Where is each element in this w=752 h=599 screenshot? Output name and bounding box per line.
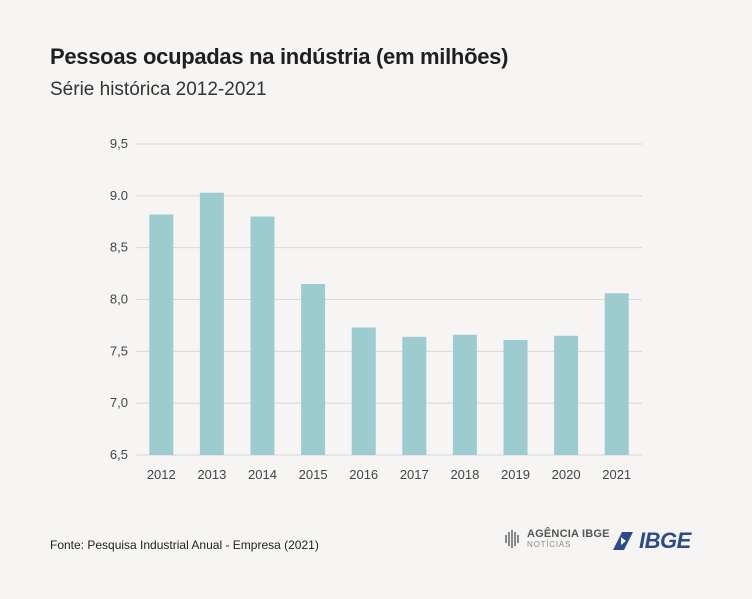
bar-2012 xyxy=(149,214,174,455)
x-tick-label: 2017 xyxy=(400,467,429,482)
y-tick-label: 6,5 xyxy=(110,447,128,462)
x-tick-label: 2016 xyxy=(349,467,378,482)
bar-2021 xyxy=(604,293,629,455)
bar-2013 xyxy=(199,192,224,455)
y-tick-label: 8,5 xyxy=(110,240,128,255)
agencia-mark-icon xyxy=(505,530,519,548)
y-tick-label: 9,5 xyxy=(110,136,128,151)
x-tick-label: 2021 xyxy=(602,467,631,482)
x-tick-label: 2013 xyxy=(197,467,226,482)
x-axis-ticks: 2012 2013 2014 2015 2016 2017 2018 2019 2020 2021 xyxy=(147,467,631,482)
agencia-label: AGÊNCIA IBGE xyxy=(527,528,610,540)
bars-group xyxy=(149,192,629,455)
bar-2015 xyxy=(301,283,326,455)
bar-2020 xyxy=(554,335,579,455)
y-axis-ticks: 6,5 7,0 7,5 8,0 8,5 9.0 9,5 xyxy=(110,136,128,462)
y-tick-label: 7,0 xyxy=(110,395,128,410)
y-tick-label: 9.0 xyxy=(110,188,128,203)
source-note: Fonte: Pesquisa Industrial Anual - Empre… xyxy=(50,538,319,552)
x-tick-label: 2018 xyxy=(450,467,479,482)
x-tick-label: 2015 xyxy=(299,467,328,482)
y-tick-label: 8,0 xyxy=(110,292,128,307)
bar-2014 xyxy=(250,216,275,455)
chart-title: Pessoas ocupadas na indústria (em milhõe… xyxy=(50,44,509,69)
y-tick-label: 7,5 xyxy=(110,343,128,358)
bar-chart: 6,57,07,58,08,59.09,5 2012 2013 2014 2015 20… xyxy=(110,136,642,482)
x-tick-label: 2012 xyxy=(147,467,176,482)
x-tick-label: 2019 xyxy=(501,467,530,482)
ibge-wordmark: IBGE xyxy=(639,528,691,553)
bar-2018 xyxy=(452,334,477,455)
ibge-logo: IBGE xyxy=(609,528,691,554)
x-tick-label: 2020 xyxy=(552,467,581,482)
agencia-ibge-logo: AGÊNCIA IBGE NOTÍCIAS xyxy=(503,529,610,549)
bar-2019 xyxy=(503,339,528,455)
bar-2017 xyxy=(402,336,427,455)
chart-subtitle: Série histórica 2012-2021 xyxy=(50,79,267,100)
x-tick-label: 2014 xyxy=(248,467,277,482)
bar-2016 xyxy=(351,327,376,455)
ibge-diamond-icon xyxy=(613,532,633,550)
agencia-sub-label: NOTÍCIAS xyxy=(527,540,572,549)
